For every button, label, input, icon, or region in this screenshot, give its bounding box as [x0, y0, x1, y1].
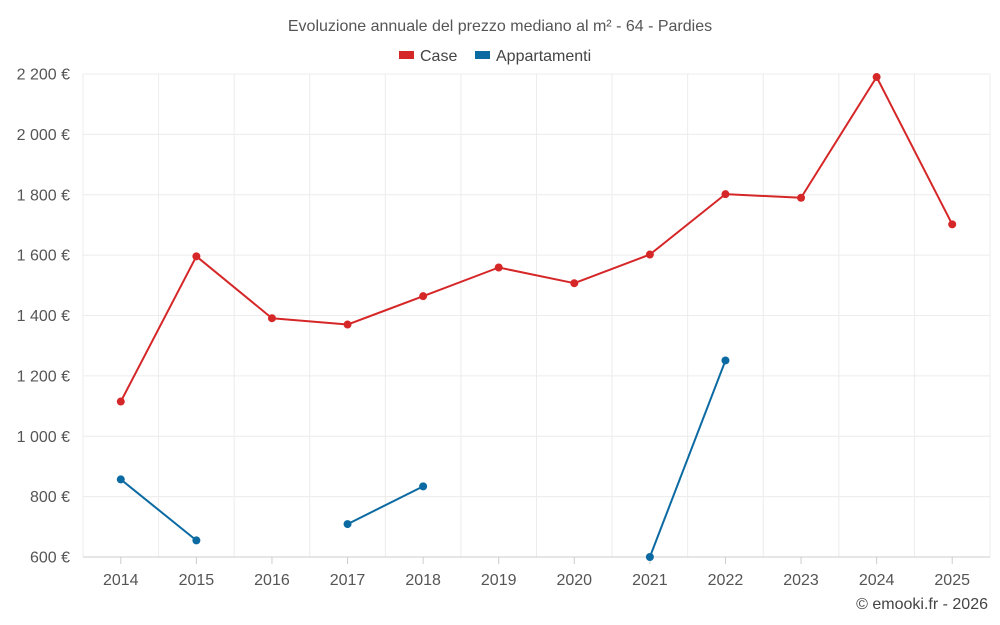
data-point[interactable]	[192, 252, 201, 261]
series-line	[119, 76, 954, 402]
data-point[interactable]	[494, 263, 503, 272]
x-tick-label: 2017	[330, 572, 366, 589]
data-point[interactable]	[721, 356, 730, 365]
legend-item-case[interactable]: Case	[399, 48, 457, 65]
y-tick-label: 1 000 €	[17, 429, 70, 446]
series	[116, 73, 957, 561]
series-line	[120, 478, 198, 542]
legend-item-appartamenti[interactable]: Appartamenti	[475, 48, 591, 65]
y-tick-label: 600 €	[30, 550, 70, 567]
legend: Case Appartamenti	[399, 48, 591, 65]
y-tick-label: 1 200 €	[17, 368, 70, 385]
axes: 600 € 800 € 1 000 € 1 200 € 1 400 € 1 600 € 1 …	[17, 67, 990, 589]
data-point[interactable]	[116, 397, 125, 406]
legend-label: Appartamenti	[496, 48, 591, 65]
credit-text: © emooki.fr - 2026	[856, 596, 988, 613]
grid	[82, 73, 991, 557]
data-point[interactable]	[343, 520, 352, 529]
x-tick-label: 2016	[254, 572, 290, 589]
chart-title: Evoluzione annuale del prezzo mediano al…	[288, 18, 712, 35]
data-point[interactable]	[570, 279, 579, 288]
data-point[interactable]	[343, 320, 352, 329]
series-appartamenti	[116, 356, 730, 561]
legend-label: Case	[420, 48, 457, 65]
x-tick-label: 2024	[859, 572, 895, 589]
data-point[interactable]	[419, 292, 428, 301]
data-point[interactable]	[192, 536, 201, 545]
data-point[interactable]	[419, 482, 428, 491]
y-tick-label: 1 800 €	[17, 187, 70, 204]
data-point[interactable]	[797, 193, 806, 202]
x-tick-label: 2019	[481, 572, 517, 589]
series-case	[116, 73, 957, 406]
y-tick-label: 1 400 €	[17, 308, 70, 325]
data-point[interactable]	[872, 73, 881, 82]
data-point[interactable]	[721, 190, 730, 199]
data-point[interactable]	[948, 220, 957, 229]
x-tick-label: 2022	[708, 572, 744, 589]
legend-swatch	[399, 51, 414, 59]
x-tick-label: 2020	[556, 572, 592, 589]
x-tick-label: 2015	[179, 572, 215, 589]
data-point[interactable]	[645, 250, 654, 259]
series-line	[648, 360, 727, 558]
y-tick-label: 2 000 €	[17, 127, 70, 144]
data-point[interactable]	[116, 475, 125, 484]
y-tick-label: 2 200 €	[17, 67, 70, 84]
series-line	[347, 485, 424, 525]
y-tick-label: 1 600 €	[17, 248, 70, 265]
data-point[interactable]	[645, 553, 654, 561]
x-tick-label: 2018	[405, 572, 441, 589]
y-tick-label: 800 €	[30, 489, 70, 506]
x-tick-label: 2014	[103, 572, 139, 589]
legend-swatch	[475, 51, 490, 59]
x-tick-label: 2023	[783, 572, 819, 589]
data-point[interactable]	[267, 314, 276, 323]
x-tick-label: 2021	[632, 572, 668, 589]
x-tick-label: 2025	[934, 572, 970, 589]
